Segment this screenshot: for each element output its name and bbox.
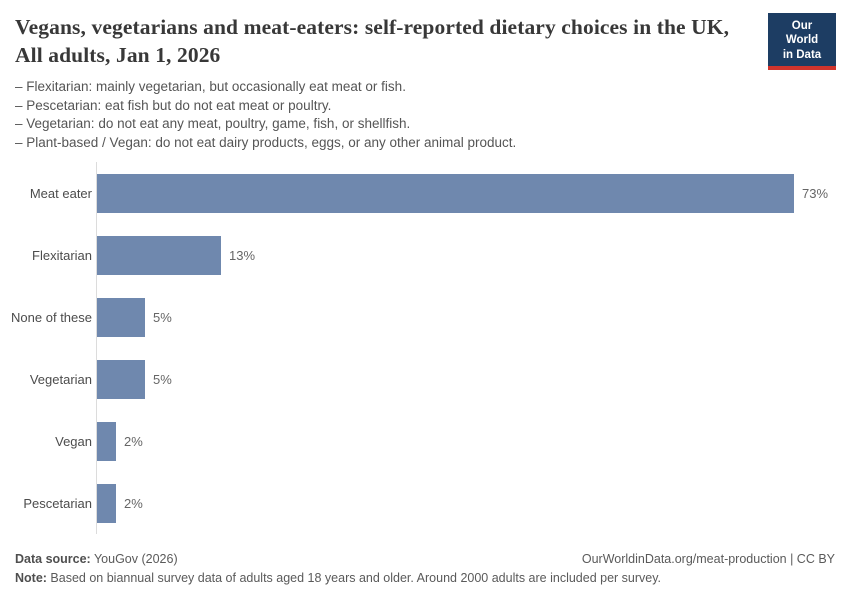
bar-row: None of these 5% bbox=[0, 286, 835, 348]
bar-track: 2% bbox=[96, 410, 835, 472]
category-label: Vegan bbox=[55, 433, 92, 449]
value-label: 5% bbox=[153, 309, 172, 325]
bar-track: 2% bbox=[96, 472, 835, 534]
subtitle-line: – Flexitarian: mainly vegetarian, but oc… bbox=[15, 79, 406, 95]
value-label: 2% bbox=[124, 433, 143, 449]
note-value: Based on biannual survey data of adults … bbox=[46, 571, 662, 585]
bar-track: 13% bbox=[96, 224, 835, 286]
bar[interactable] bbox=[97, 235, 221, 275]
owid-logo-line2: in Data bbox=[782, 48, 822, 61]
category-label: None of these bbox=[11, 309, 92, 325]
bar-track: 73% bbox=[96, 162, 835, 224]
bar-track: 5% bbox=[96, 286, 835, 348]
data-source-value: YouGov (2026) bbox=[90, 552, 178, 566]
category-label: Flexitarian bbox=[32, 247, 92, 263]
attribution-link[interactable]: OurWorldinData.org/meat-production | CC … bbox=[581, 552, 835, 566]
subtitle-line: – Plant-based / Vegan: do not eat dairy … bbox=[15, 134, 517, 150]
bar-row: Meat eater 73% bbox=[0, 162, 835, 224]
value-label: 73% bbox=[802, 185, 829, 201]
bar[interactable] bbox=[97, 173, 794, 213]
category-label: Pescetarian bbox=[23, 495, 92, 511]
owid-logo-line1: Our World bbox=[785, 20, 819, 47]
note-label: Note: bbox=[15, 571, 47, 585]
subtitle-line: – Vegetarian: do not eat any meat, poult… bbox=[15, 116, 411, 132]
data-source-text: Data source: YouGov (2026) bbox=[15, 552, 178, 566]
category-label: Vegetarian bbox=[29, 371, 92, 387]
value-label: 5% bbox=[153, 371, 172, 387]
subtitle-line: – Pescetarian: eat fish but do not eat m… bbox=[15, 97, 332, 113]
bar-track: 5% bbox=[96, 348, 835, 410]
bar[interactable] bbox=[97, 297, 145, 337]
chart-subtitle: – Flexitarian: mainly vegetarian, but oc… bbox=[15, 78, 750, 152]
chart-footer: Data source: YouGov (2026) OurWorldinDat… bbox=[15, 552, 835, 585]
bar[interactable] bbox=[97, 359, 145, 399]
bar-chart: Meat eater 73% Flexitarian 13% None of these… bbox=[0, 162, 835, 534]
bar-row: Vegan 2% bbox=[0, 410, 835, 472]
owid-logo[interactable]: Our World in Data bbox=[768, 13, 836, 71]
chart-header: Vegans, vegetarians and meat-eaters: sel… bbox=[15, 14, 750, 152]
value-label: 13% bbox=[229, 247, 256, 263]
data-source-label: Data source: bbox=[15, 552, 91, 566]
bar[interactable] bbox=[97, 421, 116, 461]
bar-row: Pescetarian 2% bbox=[0, 472, 835, 534]
footer-source-line: Data source: YouGov (2026) OurWorldinDat… bbox=[15, 552, 835, 566]
footer-note-line: Note: Based on biannual survey data of a… bbox=[15, 571, 835, 585]
bar[interactable] bbox=[97, 483, 116, 523]
chart-title: Vegans, vegetarians and meat-eaters: sel… bbox=[15, 15, 730, 67]
bar-row: Flexitarian 13% bbox=[0, 224, 835, 286]
bar-row: Vegetarian 5% bbox=[0, 348, 835, 410]
category-label: Meat eater bbox=[29, 185, 92, 201]
value-label: 2% bbox=[124, 495, 143, 511]
